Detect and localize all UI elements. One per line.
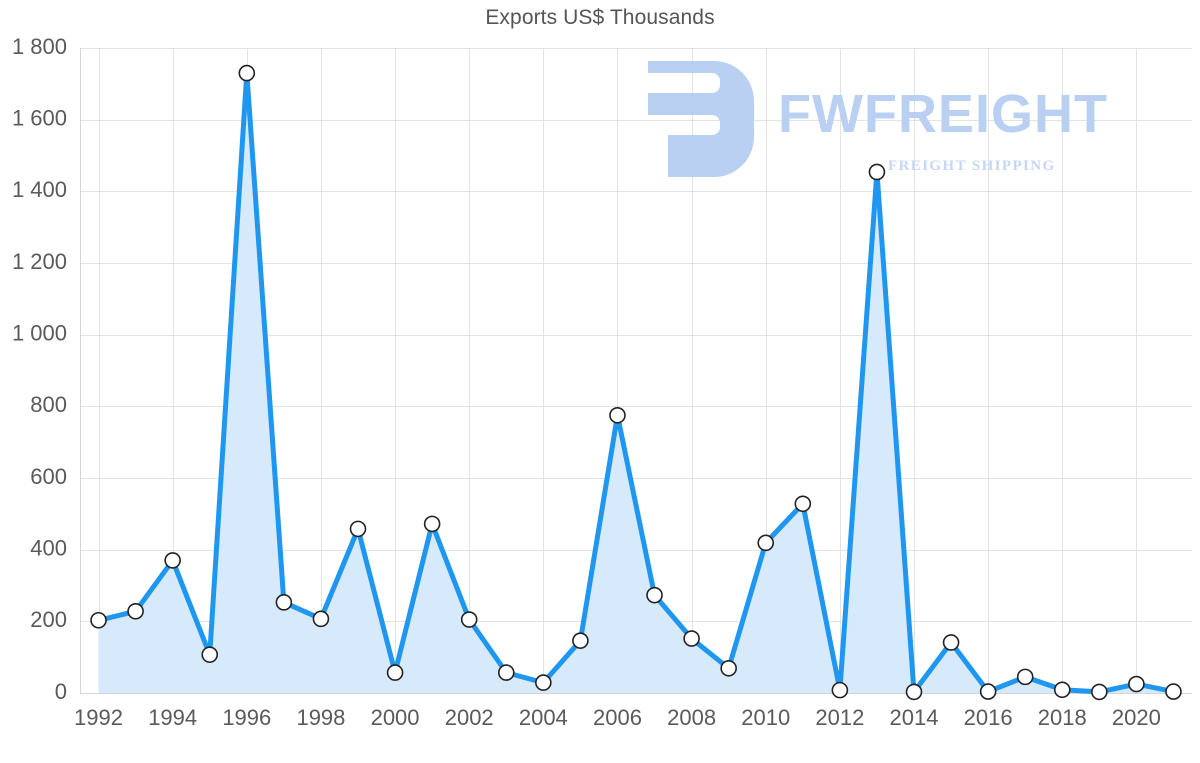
data-point[interactable] (794, 495, 812, 513)
y-axis-tick-label: 600 (30, 464, 67, 489)
data-point[interactable] (386, 664, 404, 681)
data-point[interactable] (572, 632, 589, 649)
data-point[interactable] (1165, 683, 1182, 700)
x-axis-tick-label: 2016 (964, 705, 1013, 730)
data-point[interactable] (460, 611, 478, 628)
x-axis-tick-label: 1994 (148, 705, 197, 730)
data-point[interactable] (1128, 675, 1145, 693)
area-fill (98, 73, 1174, 693)
y-axis-tick-label: 800 (30, 392, 67, 417)
data-point[interactable] (979, 683, 997, 700)
data-point[interactable] (905, 683, 923, 701)
chart-title: Exports US$ Thousands (485, 6, 715, 29)
x-axis-tick-label: 2012 (815, 705, 864, 730)
data-point[interactable] (683, 630, 700, 647)
data-point[interactable] (349, 520, 367, 538)
data-point[interactable] (201, 646, 219, 663)
data-point[interactable] (942, 634, 960, 651)
x-axis-tick-label: 2014 (890, 705, 939, 730)
data-point[interactable] (1053, 681, 1071, 699)
data-point[interactable] (275, 594, 293, 611)
x-axis-tick-label: 1996 (222, 705, 271, 730)
x-axis-tick-label: 1998 (296, 705, 345, 730)
data-point[interactable] (720, 659, 737, 677)
data-point[interactable] (90, 611, 107, 629)
x-axis-tick-label: 2006 (593, 705, 642, 730)
y-axis-tick-label: 1 800 (12, 34, 67, 59)
x-axis-tick-label: 1992 (74, 705, 123, 730)
data-point[interactable] (609, 406, 626, 424)
data-point[interactable] (1091, 683, 1108, 701)
x-axis-tick-label: 2004 (519, 705, 568, 730)
y-axis-tick-label: 200 (30, 607, 67, 632)
data-point[interactable] (831, 681, 849, 699)
y-axis-labels: 0 200 400 600 800 1 000 1 200 1 400 1 600 1 800 (12, 34, 67, 704)
data-point[interactable] (757, 534, 775, 552)
x-axis-tick-label: 2010 (741, 705, 790, 730)
data-point[interactable] (1016, 668, 1034, 686)
y-axis-tick-label: 0 (55, 679, 67, 704)
y-axis-tick-label: 1 200 (12, 249, 67, 274)
y-axis-tick-label: 1 000 (12, 320, 67, 345)
data-point[interactable] (312, 610, 330, 628)
y-axis-tick-label: 1 400 (12, 177, 67, 202)
x-axis-tick-label: 2002 (445, 705, 494, 730)
data-point[interactable] (164, 552, 181, 569)
data-point[interactable] (646, 586, 663, 604)
data-markers (90, 64, 1182, 701)
data-point[interactable] (238, 64, 256, 82)
y-axis-tick-label: 1 600 (12, 105, 67, 130)
x-axis-tick-label: 2020 (1112, 705, 1161, 730)
x-axis-tick-label: 2008 (667, 705, 716, 730)
x-axis-tick-label: 2000 (371, 705, 420, 730)
data-point[interactable] (497, 664, 515, 681)
y-axis-tick-label: 400 (30, 535, 67, 560)
data-point[interactable] (127, 602, 144, 620)
data-point[interactable] (535, 674, 552, 691)
data-point[interactable] (423, 515, 441, 533)
x-axis-labels: 1992 1994 1996 1998 2000 2002 2004 2006 2008 2010… (74, 705, 1161, 730)
data-point[interactable] (868, 163, 886, 181)
x-axis-tick-label: 2018 (1038, 705, 1087, 730)
